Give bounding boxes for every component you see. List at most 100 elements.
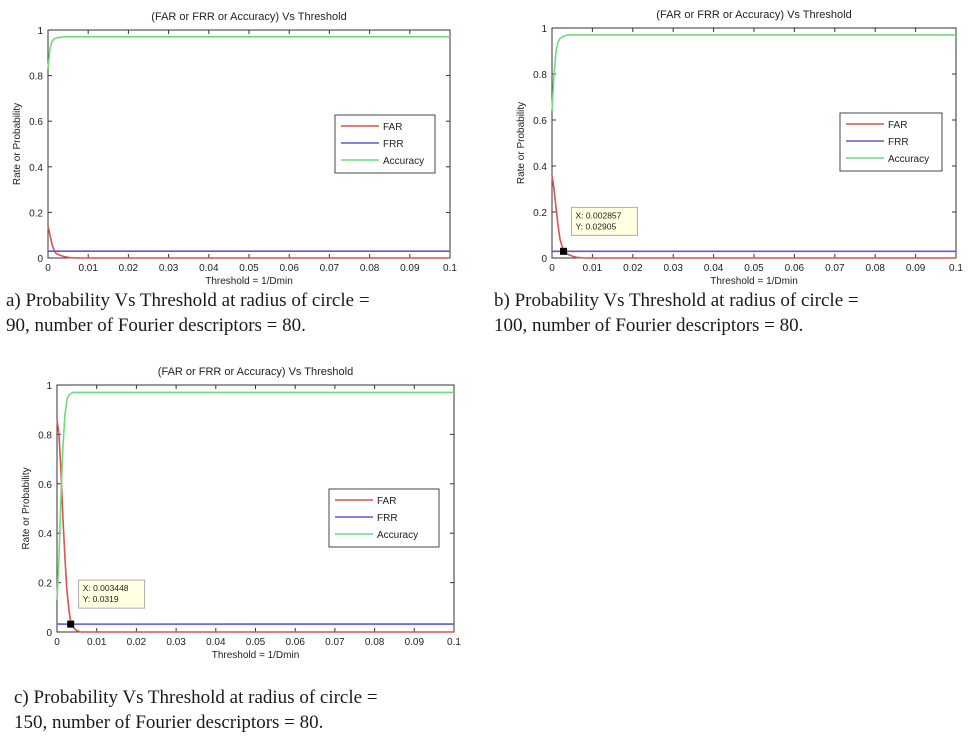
chart-c-xtick-label: 0.03: [166, 637, 186, 648]
caption-b-line-2: 100, number of Fourier descriptors = 80.: [494, 315, 804, 336]
caption-a: a) Probability Vs Threshold at radius of…: [6, 288, 466, 338]
chart-a-legend-label-far: FAR: [383, 122, 402, 133]
chart-c-xtick-label: 0.01: [87, 637, 107, 648]
chart-a-legend-box: [334, 114, 436, 174]
chart-b-datatip-marker: [560, 247, 568, 255]
chart-a-xtick-label: 0.08: [360, 263, 380, 274]
chart-b-ylabel: Rate or Probability: [516, 102, 527, 184]
chart-c-xtick-label: 0.09: [405, 637, 425, 648]
chart-b-ytick-label: 1: [541, 24, 547, 35]
chart-c-xlabel: Threshold = 1/Dmin: [212, 650, 300, 661]
chart-b-xtick-label: 0.09: [906, 263, 926, 274]
chart-a-ytick-label: 0.2: [29, 208, 43, 219]
chart-a-svg: (FAR or FRR or Accuracy) Vs Threshold 0 0.…: [12, 11, 457, 287]
chart-a-ytick-label: 0.6: [29, 117, 43, 128]
chart-panel-b: (FAR or FRR or Accuracy) Vs Threshold 0 0.…: [494, 0, 970, 336]
chart-c-ytick-label: 0.6: [38, 480, 52, 491]
chart-a-xtick-label: 0.1: [443, 263, 457, 274]
caption-b: b) Probability Vs Threshold at radius of…: [494, 288, 970, 338]
chart-c-xtick-label: 0.02: [127, 637, 147, 648]
caption-c-line-1: c) Probability Vs Threshold at radius of…: [14, 687, 378, 708]
chart-b-xtick-label: 0.04: [704, 263, 724, 274]
chart-c-xtick-label: 0.06: [285, 637, 305, 648]
caption-b-line-1: b) Probability Vs Threshold at radius of…: [494, 290, 859, 311]
chart-b-legend-label-accuracy: Accuracy: [888, 154, 929, 165]
chart-c-title: (FAR or FRR or Accuracy) Vs Threshold: [158, 366, 353, 378]
chart-b-legend-label-frr: FRR: [888, 137, 909, 148]
chart-a-legend-label-accuracy: Accuracy: [383, 156, 424, 167]
chart-b-xtick-label: 0.01: [583, 263, 603, 274]
chart-c-series-far: [56, 419, 454, 633]
chart-c-legend-label-accuracy: Accuracy: [377, 530, 418, 541]
chart-a-ytick-label: 0: [37, 254, 43, 265]
chart-b-title: (FAR or FRR or Accuracy) Vs Threshold: [656, 9, 851, 21]
chart-c-ytick-label: 0.8: [38, 430, 52, 441]
chart-b-xtick-label: 0.07: [825, 263, 845, 274]
chart-b-xtick-label: 0.08: [865, 263, 885, 274]
chart-c-datatip-marker: [67, 620, 75, 628]
chart-c-xtick-label: 0.1: [447, 637, 461, 648]
chart-c-series-accuracy: [56, 391, 454, 600]
chart-c-legend-box: [328, 488, 440, 548]
chart-a-ytick-label: 0.8: [29, 72, 43, 83]
chart-c-datatip-line-1: X: 0.003448: [83, 583, 129, 593]
chart-c-ytick-label: 1: [46, 381, 52, 392]
chart-panel-a: (FAR or FRR or Accuracy) Vs Threshold 0 0.…: [0, 0, 460, 336]
caption-a-line-1: a) Probability Vs Threshold at radius of…: [6, 290, 370, 311]
chart-a-series-far: [47, 225, 450, 259]
chart-b-xtick-label: 0.06: [785, 263, 805, 274]
chart-a-series-accuracy: [47, 36, 450, 69]
chart-b-ytick-label: 0.8: [533, 70, 547, 81]
chart-b-ytick-label: 0.2: [533, 208, 547, 219]
chart-c-ytick-label: 0.2: [38, 579, 52, 590]
chart-a-ytick-label: 1: [37, 26, 43, 37]
chart-c-svg: (FAR or FRR or Accuracy) Vs Threshold 0 0.…: [21, 366, 461, 661]
chart-panel-c: (FAR or FRR or Accuracy) Vs Threshold 0 0.…: [0, 355, 480, 745]
chart-a-title: (FAR or FRR or Accuracy) Vs Threshold: [151, 11, 346, 23]
chart-a-xtick-label: 0.09: [400, 263, 420, 274]
chart-b-svg: (FAR or FRR or Accuracy) Vs Threshold 0 0.…: [516, 9, 963, 287]
chart-c-xtick-label: 0.05: [246, 637, 266, 648]
chart-b-ytick-label: 0: [541, 254, 547, 265]
chart-c-xtick-label: 0.07: [325, 637, 345, 648]
chart-c-xtick-label: 0: [54, 637, 60, 648]
chart-a-xlabel: Threshold = 1/Dmin: [205, 276, 293, 287]
chart-b-ytick-label: 0.4: [533, 162, 547, 173]
chart-c-legend-label-frr: FRR: [377, 513, 398, 524]
chart-b-xtick-label: 0.03: [663, 263, 683, 274]
chart-a-ylabel: Rate or Probability: [12, 103, 23, 185]
chart-a-ytick-label: 0.4: [29, 163, 43, 174]
chart-b-ytick-label: 0.6: [533, 116, 547, 127]
chart-a-xtick-label: 0.01: [78, 263, 98, 274]
chart-a-xtick-label: 0.05: [239, 263, 259, 274]
chart-c-ylabel: Rate or Probability: [21, 467, 32, 549]
chart-b-xtick-label: 0: [549, 263, 555, 274]
chart-c-datatip-line-2: Y: 0.0319: [83, 594, 119, 604]
chart-a-xtick-label: 0.03: [159, 263, 179, 274]
chart-c-xtick-label: 0.04: [206, 637, 226, 648]
chart-b-xtick-label: 0.05: [744, 263, 764, 274]
chart-b-datatip-line-1: X: 0.002857: [576, 210, 622, 220]
chart-b-series-accuracy: [551, 34, 956, 111]
chart-a-xtick-label: 0: [45, 263, 51, 274]
chart-c-datatip-box: [78, 579, 146, 609]
chart-b-legend-box: [839, 112, 943, 172]
chart-a-xtick-label: 0.04: [199, 263, 219, 274]
chart-c-xtick-label: 0.08: [365, 637, 385, 648]
chart-b-legend-label-far: FAR: [888, 120, 907, 131]
chart-b-datatip-box: [571, 206, 638, 236]
chart-a-xtick-label: 0.07: [320, 263, 340, 274]
caption-c: c) Probability Vs Threshold at radius of…: [14, 685, 480, 735]
chart-a-xtick-label: 0.06: [279, 263, 299, 274]
chart-b-xtick-label: 0.02: [623, 263, 643, 274]
chart-b-xlabel: Threshold = 1/Dmin: [710, 276, 798, 287]
chart-a-legend-label-frr: FRR: [383, 139, 404, 150]
chart-a-xtick-label: 0.02: [119, 263, 139, 274]
chart-b-xtick-label: 0.1: [949, 263, 963, 274]
caption-a-line-2: 90, number of Fourier descriptors = 80.: [6, 315, 306, 336]
chart-c-ytick-label: 0.4: [38, 529, 52, 540]
caption-c-line-2: 150, number of Fourier descriptors = 80.: [14, 712, 324, 733]
chart-b-datatip-line-2: Y: 0.02905: [576, 221, 617, 231]
chart-c-ytick-label: 0: [46, 628, 52, 639]
chart-c-legend-label-far: FAR: [377, 496, 396, 507]
